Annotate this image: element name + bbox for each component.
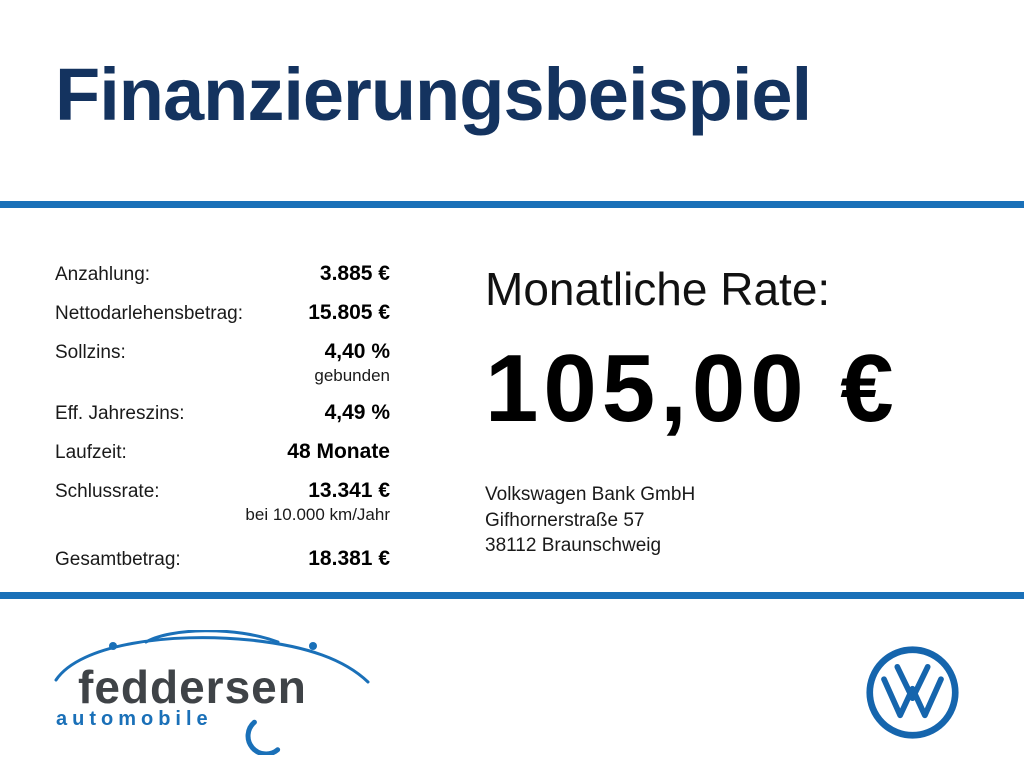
dealer-subtitle: automobile bbox=[56, 708, 213, 730]
page-title: Finanzierungsbeispiel bbox=[55, 53, 812, 136]
bank-street: Gifhornerstraße 57 bbox=[485, 509, 645, 531]
monthly-rate-label: Monatliche Rate: bbox=[485, 263, 831, 315]
finance-row-value: 18.381 € bbox=[308, 547, 390, 570]
bank-city: 38112 Braunschweig bbox=[485, 535, 662, 557]
finance-row-value: 3.885 € bbox=[319, 262, 390, 285]
top-divider bbox=[0, 201, 1024, 208]
bank-name: Volkswagen Bank GmbH bbox=[485, 484, 696, 505]
finance-row-note: bei 10.000 km/Jahr bbox=[245, 505, 390, 524]
finance-row-label: Sollzins: bbox=[55, 342, 126, 363]
bottom-divider bbox=[0, 592, 1024, 599]
finance-table: Anzahlung: 3.885 € Nettodarlehensbetrag:… bbox=[55, 262, 390, 586]
finance-row-schlussrate: Schlussrate: 13.341 € bei 10.000 km/Jahr bbox=[55, 479, 390, 525]
dealer-logo: feddersen automobile bbox=[50, 630, 380, 755]
finance-row-value: 4,40 % bbox=[324, 340, 390, 363]
finance-row-value: 13.341 € bbox=[308, 479, 390, 502]
finance-row-label: Gesamtbetrag: bbox=[55, 549, 181, 570]
vw-logo-icon bbox=[866, 646, 959, 739]
finance-row-gesamtbetrag: Gesamtbetrag: 18.381 € bbox=[55, 547, 390, 571]
finance-row-label: Schlussrate: bbox=[55, 481, 160, 502]
bank-address: Volkswagen Bank GmbH Gifhornerstraße 57 … bbox=[485, 482, 1015, 559]
finance-row-sollzins: Sollzins: 4,40 % gebunden bbox=[55, 340, 390, 386]
finance-row-value: 4,49 % bbox=[324, 401, 390, 424]
finance-row-label: Laufzeit: bbox=[55, 442, 127, 463]
finance-row-nettodarlehensbetrag: Nettodarlehensbetrag: 15.805 € bbox=[55, 301, 390, 325]
monthly-rate-value: 105,00 € bbox=[485, 335, 899, 442]
finance-row-label: Nettodarlehensbetrag: bbox=[55, 303, 244, 324]
monthly-rate-block: Monatliche Rate: 105,00 € Volkswagen Ban… bbox=[485, 262, 1015, 559]
finance-row-anzahlung: Anzahlung: 3.885 € bbox=[55, 262, 390, 286]
finance-row-value: 48 Monate bbox=[287, 440, 390, 463]
dealer-name: feddersen bbox=[78, 661, 307, 713]
finance-row-label: Eff. Jahreszins: bbox=[55, 403, 185, 424]
finance-row-laufzeit: Laufzeit: 48 Monate bbox=[55, 440, 390, 464]
finance-row-note: gebunden bbox=[314, 366, 390, 385]
finance-row-label: Anzahlung: bbox=[55, 264, 151, 285]
finance-row-eff-jahreszins: Eff. Jahreszins: 4,49 % bbox=[55, 401, 390, 425]
finance-row-value: 15.805 € bbox=[308, 301, 390, 324]
car-line-art-icon bbox=[54, 630, 370, 755]
